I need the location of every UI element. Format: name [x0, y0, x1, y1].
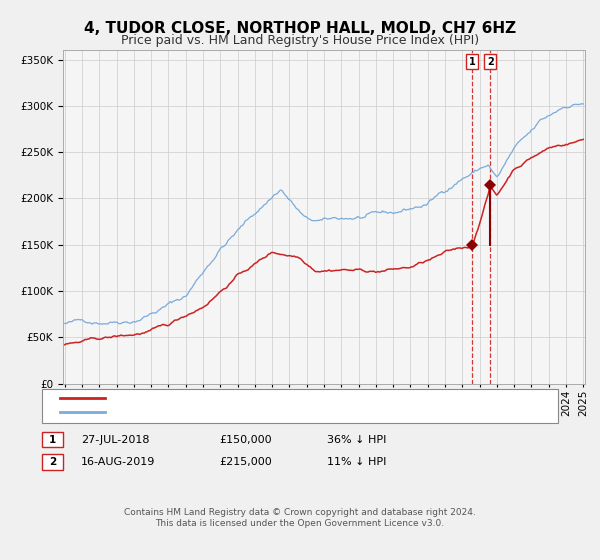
Text: 36% ↓ HPI: 36% ↓ HPI	[327, 435, 386, 445]
Text: 1: 1	[469, 57, 476, 67]
Text: HPI: Average price, detached house, Flintshire: HPI: Average price, detached house, Flin…	[111, 407, 369, 417]
Text: 2: 2	[487, 57, 494, 67]
Text: This data is licensed under the Open Government Licence v3.0.: This data is licensed under the Open Gov…	[155, 519, 445, 528]
Text: 16-AUG-2019: 16-AUG-2019	[81, 457, 155, 467]
Text: £215,000: £215,000	[219, 457, 272, 467]
Text: 27-JUL-2018: 27-JUL-2018	[81, 435, 149, 445]
Text: Price paid vs. HM Land Registry's House Price Index (HPI): Price paid vs. HM Land Registry's House …	[121, 34, 479, 46]
Text: £150,000: £150,000	[219, 435, 272, 445]
Text: 4, TUDOR CLOSE, NORTHOP HALL, MOLD, CH7 6HZ: 4, TUDOR CLOSE, NORTHOP HALL, MOLD, CH7 …	[84, 21, 516, 36]
Text: 2: 2	[49, 457, 56, 467]
Text: Contains HM Land Registry data © Crown copyright and database right 2024.: Contains HM Land Registry data © Crown c…	[124, 508, 476, 517]
Text: 1: 1	[49, 435, 56, 445]
Text: 4, TUDOR CLOSE, NORTHOP HALL, MOLD, CH7 6HZ (detached house): 4, TUDOR CLOSE, NORTHOP HALL, MOLD, CH7 …	[111, 393, 497, 403]
Text: 11% ↓ HPI: 11% ↓ HPI	[327, 457, 386, 467]
